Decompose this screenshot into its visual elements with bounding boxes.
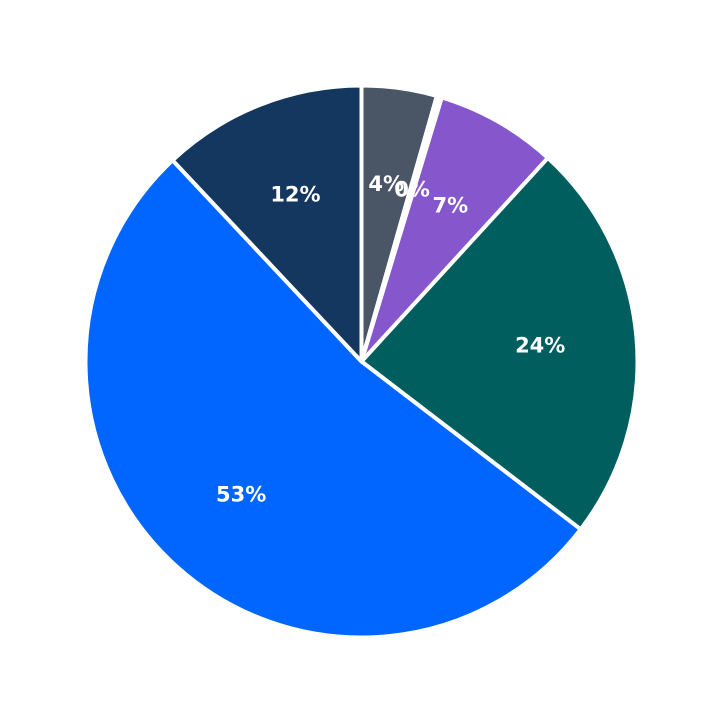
pie-slice-label-4: 53% xyxy=(216,483,266,507)
pie-slice-label-5: 12% xyxy=(270,183,320,207)
pie-slice-label-2: 7% xyxy=(433,194,469,218)
pie-slice-label-3: 24% xyxy=(515,334,565,358)
pie-slices xyxy=(86,86,638,638)
pie-slice-label-1: 0% xyxy=(394,177,430,201)
